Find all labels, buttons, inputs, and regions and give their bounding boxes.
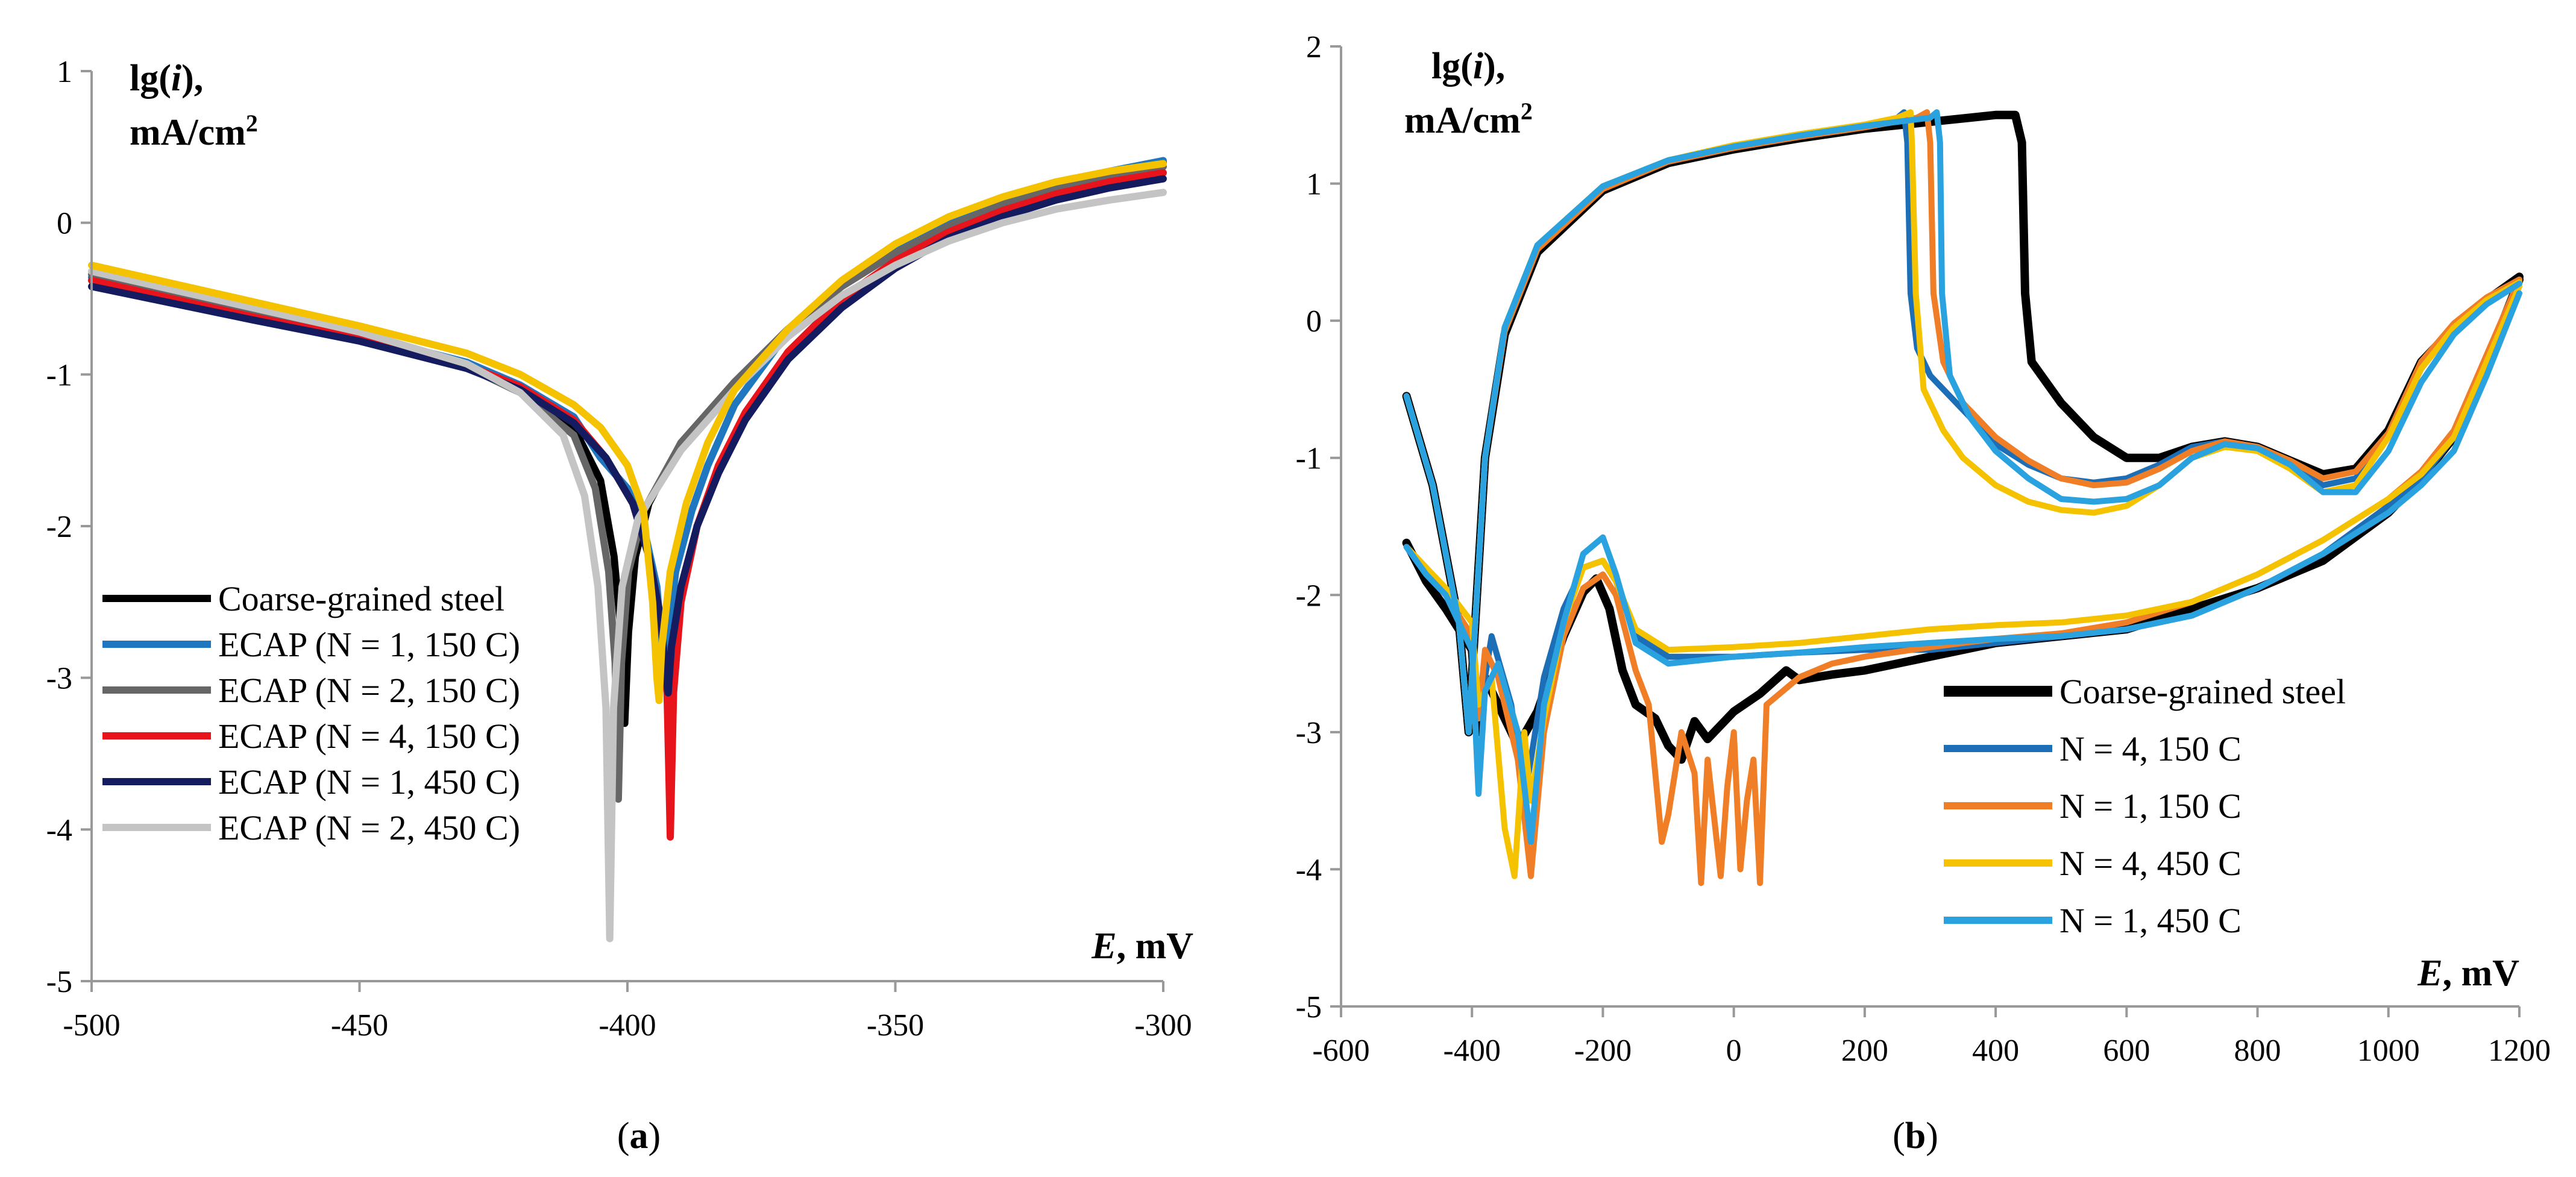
x-tick-label: -400 xyxy=(1444,1034,1501,1068)
y-tick-label: -5 xyxy=(1296,990,1322,1025)
x-tick-label: 800 xyxy=(2234,1034,2281,1068)
x-tick-label: -600 xyxy=(1312,1034,1369,1068)
y-tick-label: -4 xyxy=(46,813,72,847)
legend-label: ECAP (N = 1, 150 C) xyxy=(218,625,520,664)
legend-label: Coarse-grained steel xyxy=(218,579,504,618)
x-tick-label: 1200 xyxy=(2488,1034,2551,1068)
series-n-1-450-c-reverse-line xyxy=(1403,290,2522,845)
x-tick-label: 400 xyxy=(1972,1034,2019,1068)
legend-label: N = 1, 150 C xyxy=(2059,786,2241,826)
panel-b-ylabel-line2: mA/cm2 xyxy=(1404,98,1533,141)
y-tick-label: -4 xyxy=(1296,853,1322,887)
legend-label: ECAP (N = 2, 150 C) xyxy=(218,671,520,710)
x-tick-label: -350 xyxy=(867,1008,924,1043)
panel-b-chart: 2 1 0 -1 -2 -3 -4 -5 -600 -400 -200 0 200 400 600 800 10… xyxy=(1296,30,2551,1157)
x-tick-label: -200 xyxy=(1574,1034,1632,1068)
y-tick-label: 2 xyxy=(1306,30,1322,64)
y-tick-label: -2 xyxy=(46,510,72,544)
x-tick-label: 0 xyxy=(1726,1034,1742,1068)
x-tick-label: -400 xyxy=(598,1008,656,1043)
panel-b-ylabel-line1: lg(i), xyxy=(1431,46,1505,87)
x-tick-label: -300 xyxy=(1134,1008,1192,1043)
y-tick-label: -3 xyxy=(46,662,72,696)
legend-label: ECAP (N = 2, 450 C) xyxy=(218,808,520,847)
panel-a-ylabel-line1: lg(i), xyxy=(130,58,203,99)
panel-a-ylabel-line2: mA/cm2 xyxy=(130,110,258,153)
y-tick-label: 0 xyxy=(57,207,72,241)
x-tick-label: 600 xyxy=(2103,1034,2150,1068)
y-tick-label: 0 xyxy=(1306,304,1322,339)
x-tick-label: -500 xyxy=(63,1008,120,1043)
x-tick-label: 200 xyxy=(1841,1034,1888,1068)
x-tick-label: -450 xyxy=(331,1008,388,1043)
legend-label: Coarse-grained steel xyxy=(2059,672,2346,711)
y-tick-label: -1 xyxy=(1296,442,1322,476)
legend-label: ECAP (N = 1, 450 C) xyxy=(218,762,520,802)
series-n-1-450-c-forward-line xyxy=(1403,109,2522,735)
legend-label: N = 4, 450 C xyxy=(2059,844,2241,883)
legend-label: ECAP (N = 4, 150 C) xyxy=(218,717,520,756)
panel-b-caption: (b) xyxy=(1893,1116,1938,1157)
y-tick-label: -2 xyxy=(1296,579,1322,613)
legend-label: N = 1, 450 C xyxy=(2059,901,2241,940)
panel-a-chart: 10-1-2-3-4-5-500 -450 -400 -350 -300 lg(i), … xyxy=(46,55,1194,1157)
series-n-4-450-c-reverse-line xyxy=(1403,283,2522,879)
panel-b-legend: Coarse-grained steel N = 4, 150 C N = 1, 1… xyxy=(1944,672,2346,940)
y-tick-label: -3 xyxy=(1296,716,1322,750)
legend-label: N = 4, 150 C xyxy=(2059,729,2241,768)
series-unlabeled-6-line xyxy=(88,160,1167,705)
panel-a-xlabel: E, mV xyxy=(1091,926,1193,967)
y-tick-label: -1 xyxy=(46,358,72,392)
y-tick-label: 1 xyxy=(1306,168,1322,202)
panel-a-caption: (a) xyxy=(617,1116,661,1157)
series-ecap-n-2-450-c-line xyxy=(88,189,1167,943)
x-tick-label: 1000 xyxy=(2357,1034,2420,1068)
y-tick-label: 1 xyxy=(57,55,72,89)
panel-b-xlabel: E, mV xyxy=(2417,953,2519,994)
panel-a-legend: Coarse-grained steel ECAP (N = 1, 150 C) E… xyxy=(102,579,520,847)
y-tick-label: -5 xyxy=(46,965,72,999)
